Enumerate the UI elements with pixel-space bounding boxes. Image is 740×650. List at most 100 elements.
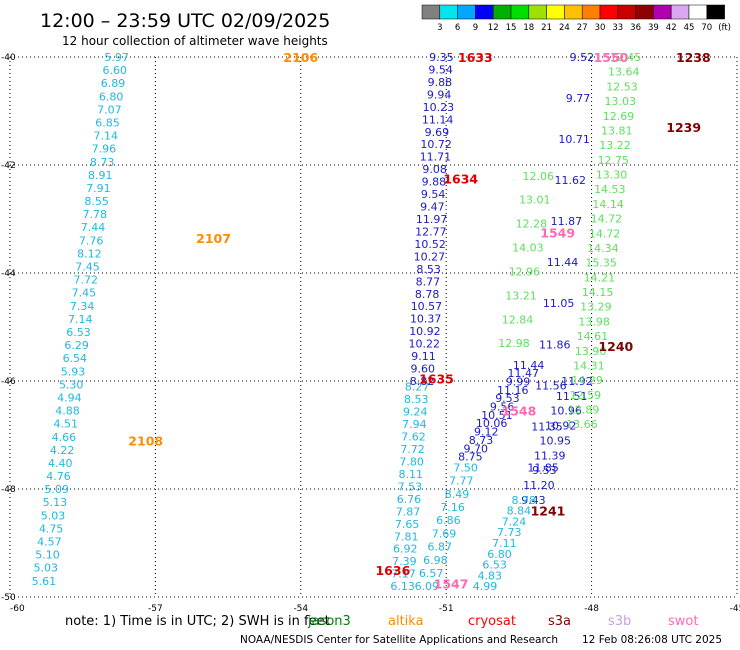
swh-value: 11.35 [531, 420, 563, 433]
swh-value: 7.73 [497, 526, 522, 539]
swh-value: 9.11 [411, 350, 436, 363]
swh-value: 4.94 [57, 391, 82, 404]
swh-value: 7.24 [502, 515, 527, 528]
swh-value: 8.73 [90, 156, 115, 169]
swh-value: 5.30 [59, 378, 84, 391]
swh-value: 4.99 [473, 580, 498, 593]
swh-value: 5.97 [104, 51, 129, 64]
legend-jason3: jason3 [307, 614, 351, 629]
swh-value: 7.77 [449, 475, 474, 488]
swh-value: 12.45 [610, 51, 642, 64]
swh-value: 7.80 [399, 455, 424, 468]
swh-value: 7.17 [391, 568, 416, 581]
colorbar-swatch [581, 4, 601, 20]
swh-value: 5.03 [33, 562, 58, 575]
swh-value: 7.87 [396, 505, 421, 518]
swh-value: 11.85 [527, 461, 559, 474]
track-time-label: 1239 [666, 120, 701, 135]
swh-value: 6.29 [64, 339, 89, 352]
swh-value: 7.53 [398, 480, 423, 493]
swh-value: 6.57 [419, 567, 444, 580]
swh-value: 4.88 [55, 405, 80, 418]
colorbar-swatch [439, 4, 458, 20]
swh-value: 6.89 [101, 77, 126, 90]
swh-value: 6.85 [95, 116, 120, 129]
chart-title: 12:00 – 23:59 UTC 02/09/2025 [40, 10, 330, 32]
swh-value: 7.14 [68, 313, 93, 326]
colorbar-swatch [706, 4, 725, 20]
swh-value: 7.91 [86, 182, 111, 195]
y-tick-label: -46 [1, 377, 16, 387]
swh-value: 5.13 [43, 496, 68, 509]
swh-value: 14.61 [577, 330, 609, 343]
swh-value: 7.62 [401, 430, 426, 443]
swh-value: 6.98 [423, 554, 448, 567]
swh-value: 12.59 [570, 389, 602, 402]
swh-value: 4.75 [39, 522, 64, 535]
swh-value: 13.90 [575, 345, 607, 358]
swh-value: 11.44 [547, 256, 579, 269]
track-time-label: 1635 [419, 371, 454, 386]
swh-value: 11.20 [523, 479, 555, 492]
swh-value: 6.92 [393, 543, 418, 556]
colorbar-label: 18 [523, 23, 534, 33]
colorbar-label: 27 [577, 23, 588, 33]
swh-value: 9.08 [422, 163, 447, 176]
colorbar-label: 3 [437, 23, 442, 33]
swh-value: 9.52 [570, 51, 595, 64]
credit-right: 12 Feb 08:26:08 UTC 2025 [582, 634, 722, 646]
swh-value: 8.11 [399, 468, 424, 481]
track-time-label: 1547 [434, 577, 469, 592]
swh-value: 12.77 [415, 225, 447, 238]
colorbar-label: 33 [612, 23, 623, 33]
colorbar-swatch [510, 4, 530, 20]
legend-altika: altika [388, 614, 424, 629]
swh-value: 6.87 [427, 541, 452, 554]
track-time-label: 1241 [531, 504, 566, 519]
colorbar-label: 30 [595, 23, 606, 33]
swh-value: 12.28 [516, 218, 548, 231]
plot-area: -60 -57 -54 -51 -48 -45 -40 -42 -44 -46 -48 -50 5.9… [1, 50, 740, 614]
swh-value: 10.37 [410, 313, 442, 326]
legend-swot: swot [668, 614, 698, 629]
swh-value: 10.27 [414, 250, 446, 263]
colorbar-label: 12 [488, 23, 499, 33]
swh-value: 9.70 [463, 442, 488, 455]
colorbar-label: 9 [473, 23, 478, 33]
swh-value: 10.92 [409, 325, 441, 338]
swh-value: 8.84 [507, 505, 532, 518]
swh-value: 6.80 [99, 90, 124, 103]
swh-value: 6.86 [436, 514, 461, 527]
track-time-label: 1549 [540, 226, 575, 241]
colorbar-swatch [653, 4, 672, 20]
x-tick-label: -60 [10, 604, 25, 614]
swh-value: 9.35 [429, 51, 454, 64]
y-tick-label: -44 [1, 269, 16, 279]
swh-value: 7.39 [392, 555, 417, 568]
swh-value: 7.72 [400, 443, 425, 456]
swh-value: 7.45 [75, 261, 100, 274]
chart-subtitle: 12 hour collection of altimeter wave hei… [62, 34, 328, 48]
data-marks: 5.976.606.896.807.076.857.147.968.738.91… [32, 51, 642, 593]
track-time-label: 2106 [283, 50, 318, 65]
swh-value: 7.81 [394, 530, 419, 543]
swh-value: 7.44 [81, 221, 106, 234]
swh-value: 14.34 [587, 242, 619, 255]
swh-value: 13.21 [505, 289, 537, 302]
swh-value: 11.71 [420, 151, 452, 164]
swh-value: 10.23 [423, 101, 455, 114]
swh-value: 13.30 [596, 169, 628, 182]
swh-value: 10.57 [411, 300, 443, 313]
swh-value: 7.16 [440, 501, 465, 514]
swh-value: 6.80 [487, 548, 512, 561]
swh-value: 12.53 [606, 80, 638, 93]
track-time-label: 1238 [676, 50, 711, 65]
swh-value: 11.44 [513, 359, 545, 372]
x-tick-label: -57 [148, 604, 163, 614]
swh-value: 8.78 [415, 288, 440, 301]
swh-value: 10.96 [550, 405, 582, 418]
swh-value: 11.92 [561, 375, 593, 388]
swh-value: 11.56 [535, 379, 567, 392]
swh-value: 4.57 [37, 536, 62, 549]
y-tick-label: -50 [1, 593, 16, 603]
